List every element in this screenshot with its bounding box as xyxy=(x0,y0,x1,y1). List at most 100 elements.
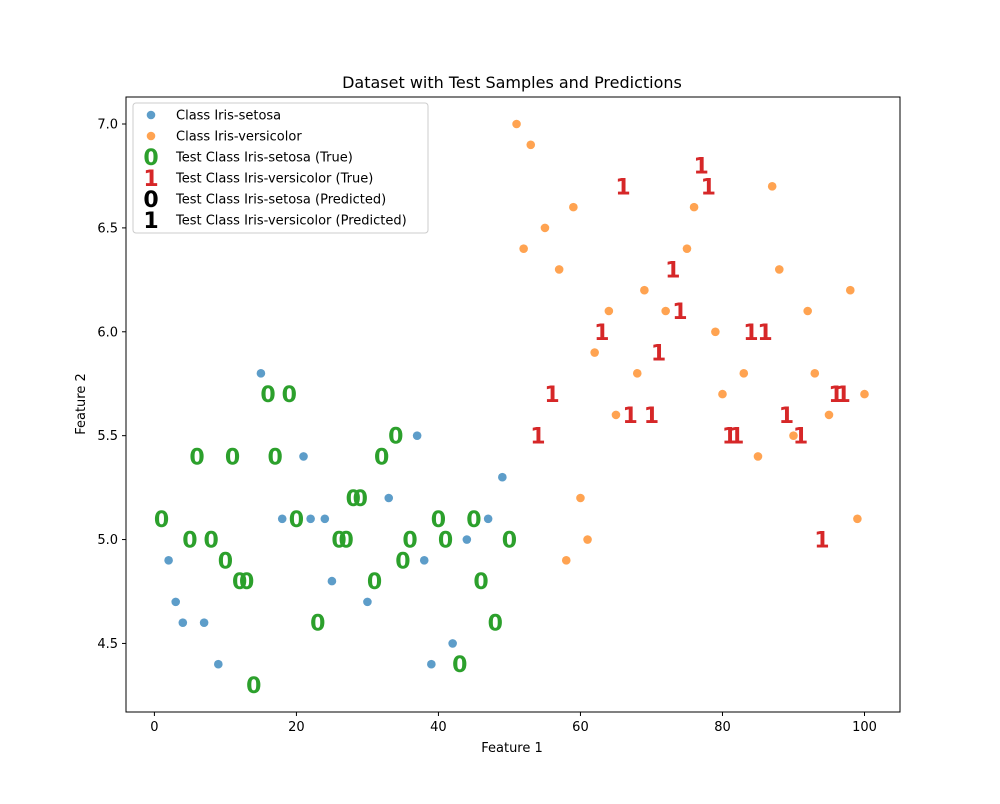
data-point xyxy=(540,223,550,233)
data-point xyxy=(860,389,869,399)
data-point xyxy=(824,410,834,420)
data-glyph: 1 xyxy=(814,529,829,554)
data-glyph: 0 xyxy=(189,445,204,470)
data-glyph: 1 xyxy=(757,321,772,346)
data-glyph: 1 xyxy=(672,300,687,325)
legend-entry: 0 Test Class Iris-setosa (Predicted) xyxy=(143,188,386,213)
data-point xyxy=(590,348,599,357)
data-point xyxy=(774,265,784,274)
data-glyph: 0 xyxy=(232,570,247,595)
y-tick-label: 6.5 xyxy=(97,221,118,236)
data-glyph: 0 xyxy=(260,383,275,408)
data-glyph: 1 xyxy=(836,383,851,408)
data-glyph: 1 xyxy=(651,342,666,367)
data-point xyxy=(554,265,564,274)
data-point xyxy=(682,244,692,253)
data-glyph: 0 xyxy=(204,529,219,554)
data-point xyxy=(526,140,536,150)
data-point xyxy=(561,556,571,565)
data-glyph: 0 xyxy=(289,508,304,533)
data-point xyxy=(632,369,642,378)
legend-entry: 1 Test Class Iris-versicolor (True) xyxy=(143,167,373,192)
data-point xyxy=(306,514,315,524)
data-point xyxy=(164,556,173,565)
data-glyph: 1 xyxy=(743,321,758,346)
data-glyph: 0 xyxy=(438,529,453,554)
data-point xyxy=(512,119,521,129)
data-glyph: 0 xyxy=(331,529,346,554)
chart-title: Dataset with Test Samples and Prediction… xyxy=(342,73,682,92)
legend-label: Test Class Iris-setosa (Predicted) xyxy=(175,193,386,208)
data-glyph: 0 xyxy=(182,529,197,554)
x-tick-label: 40 xyxy=(430,720,447,735)
y-tick-label: 7.0 xyxy=(97,118,118,133)
legend-entry: 0 Test Class Iris-setosa (True) xyxy=(143,146,352,171)
data-glyph: 1 xyxy=(828,383,843,408)
data-point xyxy=(767,182,777,191)
data-glyph: 0 xyxy=(239,570,254,595)
data-point xyxy=(640,285,649,295)
legend-label: Test Class Iris-setosa (True) xyxy=(175,151,353,166)
x-tick-label: 80 xyxy=(714,720,731,735)
data-point xyxy=(462,535,472,544)
data-glyph: 0 xyxy=(267,445,282,470)
legend-marker: 0 xyxy=(143,188,158,213)
data-glyph: 0 xyxy=(353,487,368,512)
data-point xyxy=(853,514,862,524)
data-point xyxy=(789,431,798,440)
data-point xyxy=(199,618,209,627)
legend-label: Test Class Iris-versicolor (Predicted) xyxy=(175,214,407,229)
data-glyph: 0 xyxy=(218,549,233,574)
y-tick-label: 4.5 xyxy=(97,637,118,652)
legend-marker: 1 xyxy=(143,167,158,192)
legend-marker xyxy=(146,131,156,141)
data-glyph: 0 xyxy=(367,570,382,595)
legend-label: Test Class Iris-versicolor (True) xyxy=(175,172,373,187)
data-point xyxy=(419,556,429,565)
data-point xyxy=(498,472,507,482)
data-glyph: 0 xyxy=(502,529,517,554)
legend-label: Class Iris-setosa xyxy=(176,109,281,124)
data-glyph: 0 xyxy=(310,612,325,637)
data-point xyxy=(576,493,585,503)
data-point xyxy=(299,452,308,461)
data-point xyxy=(412,431,422,440)
data-point xyxy=(320,514,330,524)
data-glyph: 1 xyxy=(729,425,744,450)
data-glyph: 1 xyxy=(665,258,680,283)
data-glyph: 0 xyxy=(246,674,261,699)
data-point xyxy=(583,535,592,544)
y-tick-label: 5.0 xyxy=(97,533,118,548)
data-glyph: 0 xyxy=(282,383,297,408)
data-point xyxy=(519,244,528,253)
legend-entry: Class Iris-setosa xyxy=(146,109,281,124)
data-glyph: 1 xyxy=(793,425,808,450)
series-0 xyxy=(164,369,507,669)
data-point xyxy=(689,202,699,212)
data-point xyxy=(803,306,812,316)
data-glyph: 1 xyxy=(623,404,638,429)
legend-label: Class Iris-versicolor xyxy=(176,130,302,145)
data-point xyxy=(256,369,266,378)
legend-marker: 1 xyxy=(143,209,158,234)
data-glyph: 0 xyxy=(402,529,417,554)
data-glyph: 1 xyxy=(530,425,545,450)
legend-entry: Class Iris-versicolor xyxy=(146,130,302,145)
data-glyph: 0 xyxy=(346,487,361,512)
data-glyph: 0 xyxy=(388,425,403,450)
y-axis-label: Feature 2 xyxy=(74,373,89,435)
data-glyph: 1 xyxy=(594,321,609,346)
data-glyph: 1 xyxy=(694,155,709,180)
data-glyph: 1 xyxy=(722,425,737,450)
data-point xyxy=(753,452,763,461)
series-1 xyxy=(512,119,869,565)
data-point xyxy=(810,369,820,378)
data-point xyxy=(718,389,727,399)
y-tick-label: 5.5 xyxy=(97,429,118,444)
data-point xyxy=(569,202,578,212)
